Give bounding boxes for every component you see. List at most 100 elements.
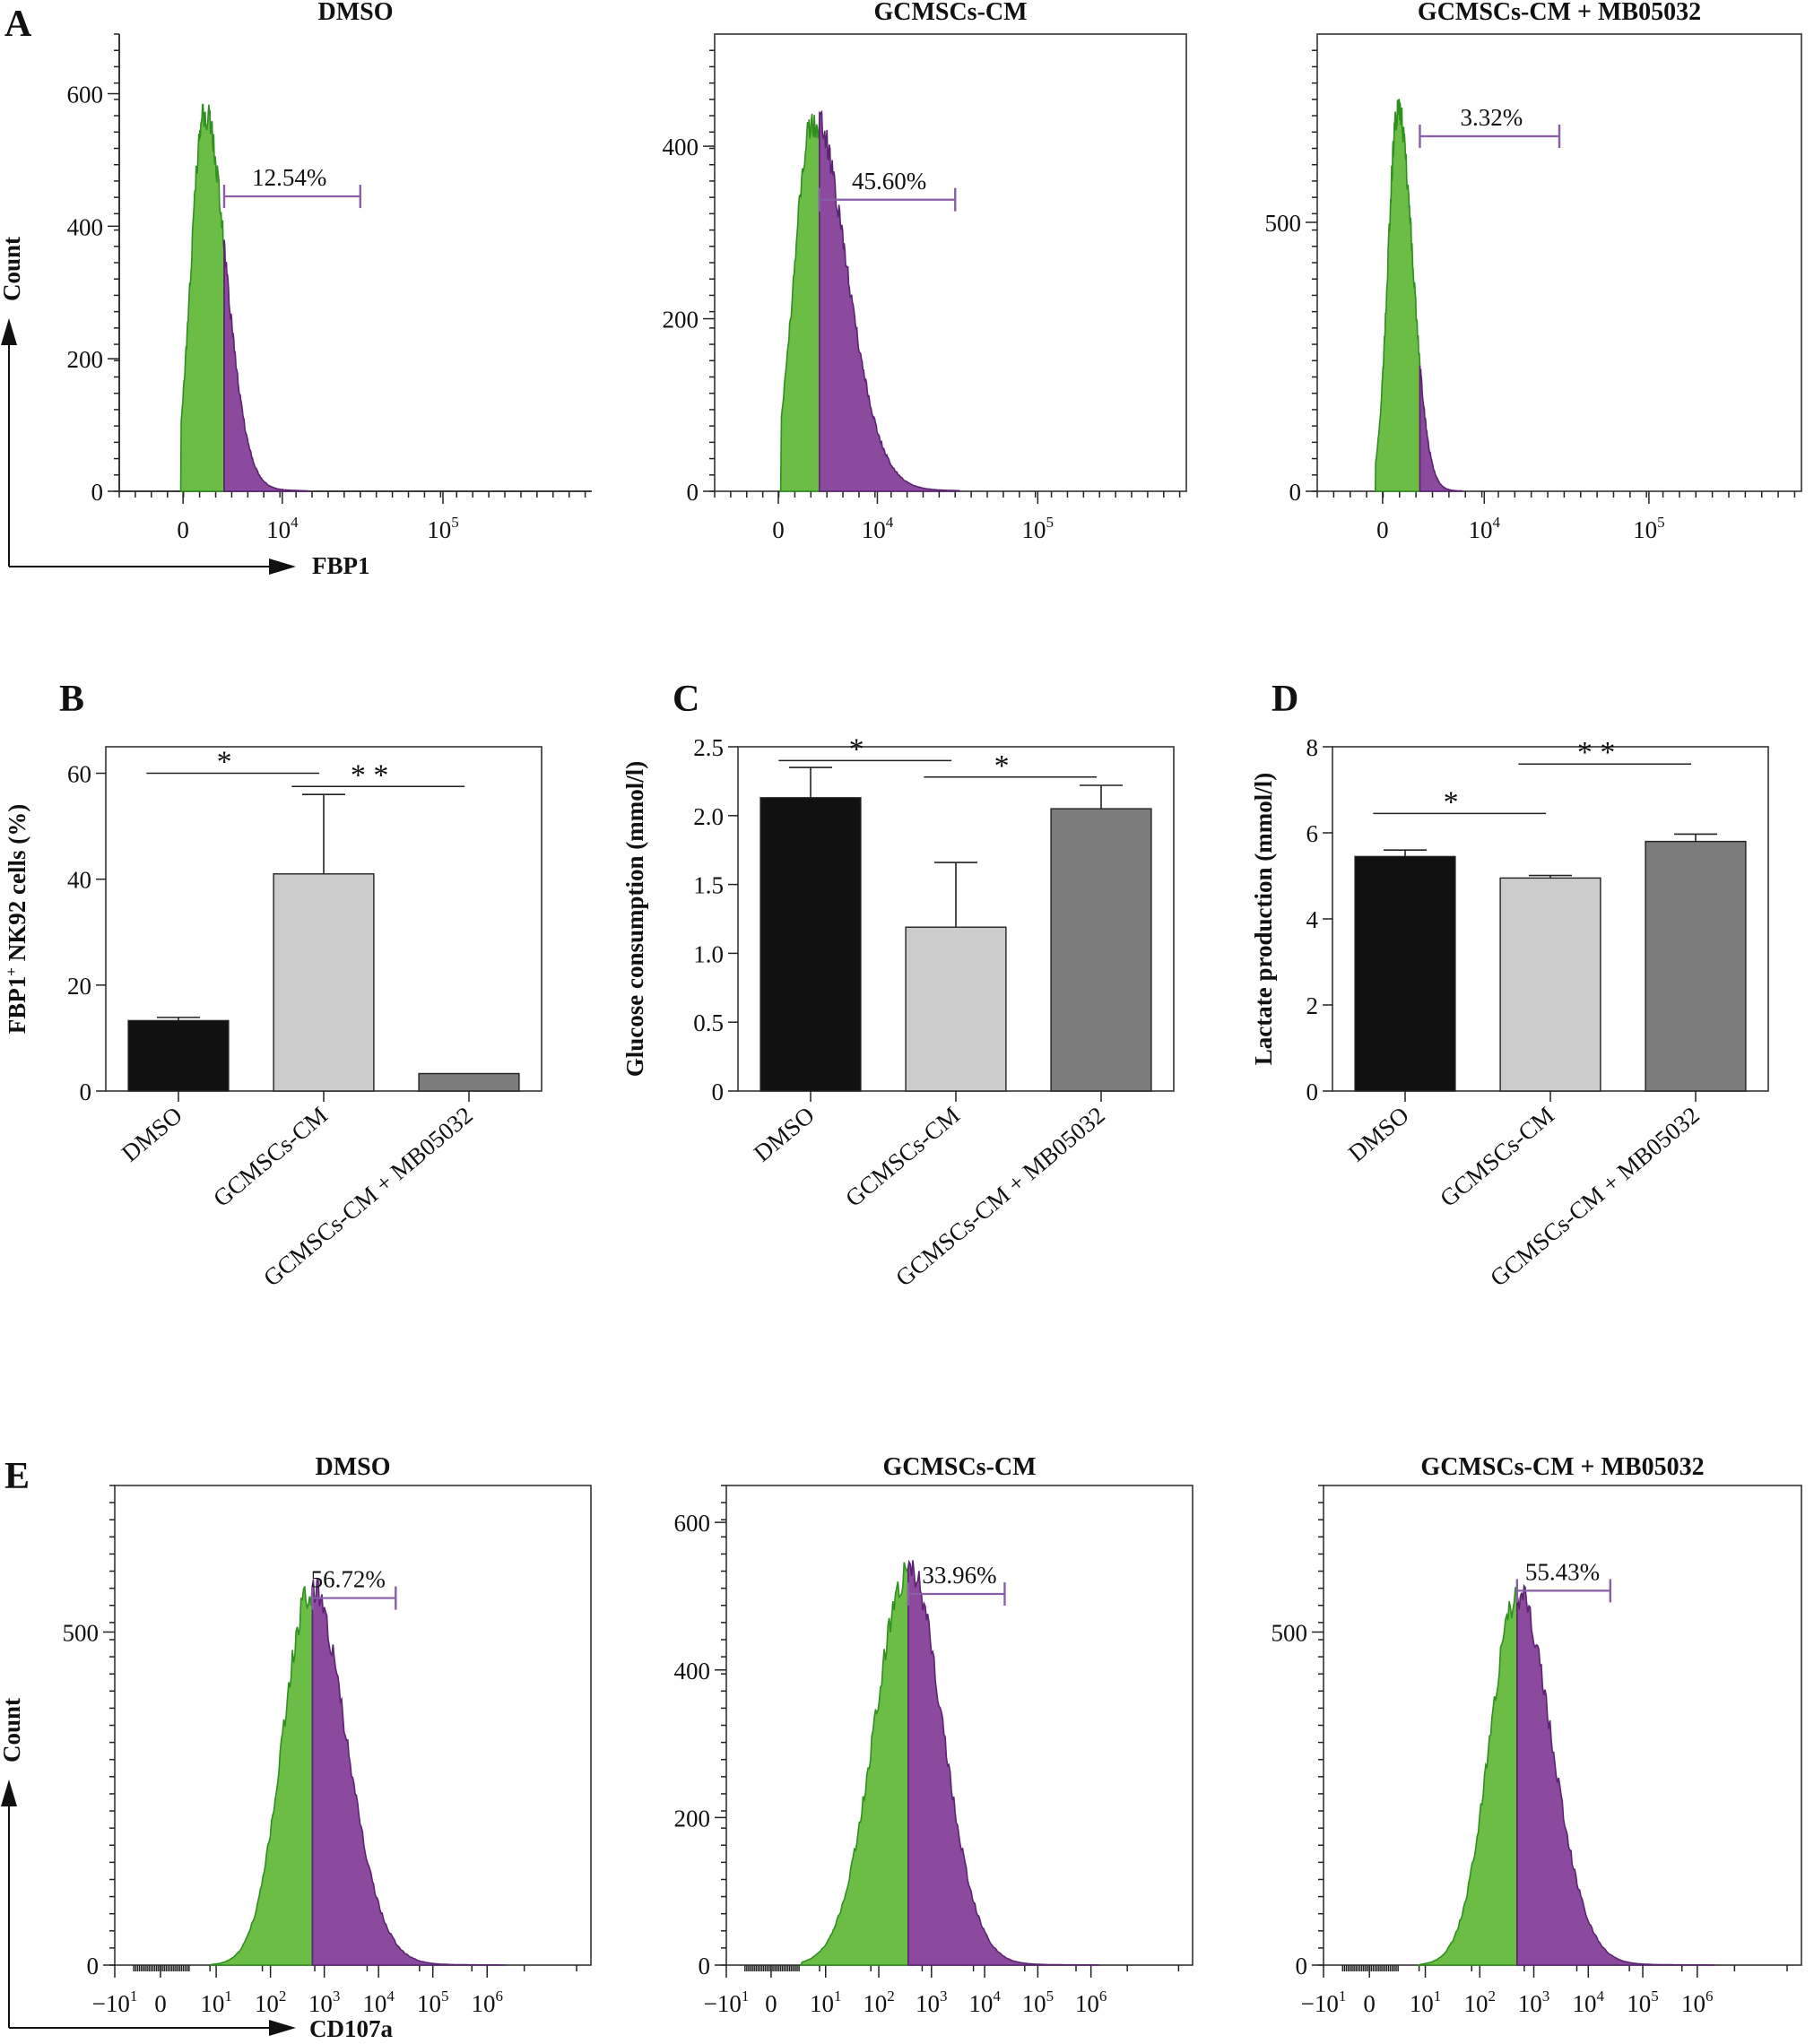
x-tick-label-base: 10 bbox=[1681, 1990, 1706, 2017]
bar bbox=[905, 926, 1007, 1092]
x-tick-label-base: 10 bbox=[1633, 516, 1657, 543]
y-axis-label-b: FBP1+ NK92 cells (%) bbox=[3, 804, 30, 1034]
bar bbox=[759, 797, 862, 1092]
x-category-label: GCMSCs-CM bbox=[208, 1102, 333, 1212]
x-category-label: DMSO bbox=[749, 1102, 820, 1167]
x-tick-label-base: 10 bbox=[471, 1990, 495, 2017]
x-arrow-head bbox=[269, 559, 296, 575]
panel-label: B bbox=[59, 679, 84, 720]
x-tick-label: 105 bbox=[1022, 514, 1055, 543]
x-tick-label-exp: 1 bbox=[834, 1988, 842, 2005]
x-tick-label-exp: 3 bbox=[333, 1988, 341, 2005]
x-tick-label: 104 bbox=[1573, 1988, 1605, 2017]
y-tick-label: 0 bbox=[712, 1078, 725, 1105]
gate-percent-label: 55.43% bbox=[1525, 1558, 1600, 1585]
y-tick-label: 600 bbox=[674, 1510, 711, 1537]
y-tick-label: 0 bbox=[1296, 1953, 1308, 1979]
x-tick-label-exp: 5 bbox=[451, 514, 459, 531]
x-category-label: DMSO bbox=[117, 1102, 187, 1167]
x-tick-label: 0 bbox=[772, 516, 785, 543]
y-tick-label: 0 bbox=[1306, 1078, 1319, 1105]
x-tick-label: 106 bbox=[1075, 1988, 1107, 2017]
y-tick-label: 0 bbox=[91, 479, 104, 506]
x-tick-label: 103 bbox=[916, 1988, 948, 2017]
x-tick-label-base: 10 bbox=[1022, 516, 1046, 543]
x-tick-label-exp: 5 bbox=[1046, 1988, 1055, 2005]
y-tick-label: 0 bbox=[1289, 479, 1302, 506]
x-tick-label-exp: 3 bbox=[940, 1988, 948, 2005]
x-tick-label: 104 bbox=[862, 514, 894, 543]
y-tick-label: 40 bbox=[67, 867, 91, 894]
y-tick-label: 0.5 bbox=[693, 1009, 724, 1036]
y-tick-label: 8 bbox=[1306, 734, 1319, 761]
y-tick-label: 200 bbox=[674, 1805, 711, 1832]
histogram-negative-area bbox=[1374, 99, 1421, 492]
x-tick-label-exp: 6 bbox=[1099, 1988, 1107, 2005]
histogram-title: GCMSCs-CM bbox=[873, 0, 1027, 26]
x-tick-label-base: 10 bbox=[427, 516, 451, 543]
histogram-title: DMSO bbox=[318, 0, 394, 26]
significance-star: * * bbox=[351, 758, 389, 792]
x-tick-label-base: 10 bbox=[1075, 1990, 1099, 2017]
x-tick-label: 0 bbox=[1376, 516, 1389, 543]
y-axis-label-a: Count bbox=[0, 237, 25, 301]
x-tick-label-exp: 2 bbox=[1489, 1988, 1497, 2005]
x-tick-label-exp: 5 bbox=[1046, 514, 1055, 531]
x-tick-label-base: −10 bbox=[1301, 1990, 1339, 2017]
y-tick-label: 400 bbox=[67, 213, 104, 240]
y-tick-label: 20 bbox=[67, 973, 91, 1000]
x-tick-label-exp: 1 bbox=[1434, 1988, 1442, 2005]
x-tick-label: −101 bbox=[704, 1988, 750, 2017]
x-tick-label: 105 bbox=[1022, 1988, 1055, 2017]
x-tick-label: 104 bbox=[1469, 514, 1501, 543]
bar bbox=[1354, 855, 1456, 1092]
x-category-label: GCMSCs-CM bbox=[840, 1102, 965, 1212]
x-tick-label-base: 10 bbox=[1469, 516, 1493, 543]
x-tick-label: −101 bbox=[1301, 1988, 1347, 2017]
x-tick-label-base: 10 bbox=[1627, 1990, 1651, 2017]
x-tick-label-exp: 2 bbox=[279, 1988, 287, 2005]
x-axis-label-e: CD107a bbox=[309, 2015, 393, 2042]
histogram-title: GCMSCs-CM + MB05032 bbox=[1418, 0, 1701, 26]
x-tick-label-exp: 4 bbox=[1597, 1988, 1605, 2005]
x-tick-label-base: 10 bbox=[1022, 1990, 1046, 2017]
x-tick-label: 106 bbox=[471, 1988, 503, 2017]
histogram-negative-area bbox=[179, 103, 225, 492]
gate-percent-label: 12.54% bbox=[252, 164, 326, 191]
x-tick-label: 105 bbox=[1633, 514, 1665, 543]
histogram-positive-area bbox=[1419, 365, 1465, 492]
bar bbox=[418, 1072, 520, 1092]
x-tick-label-exp: 5 bbox=[441, 1988, 449, 2005]
x-tick-label-exp: 1 bbox=[1339, 1988, 1347, 2005]
histogram-title: GCMSCs-CM bbox=[882, 1453, 1036, 1481]
x-tick-label-base: 10 bbox=[968, 1990, 993, 2017]
histogram-positive-area bbox=[223, 239, 311, 492]
x-tick-label-base: 10 bbox=[1464, 1990, 1489, 2017]
x-tick-label-exp: 4 bbox=[886, 514, 894, 531]
x-arrow-head bbox=[269, 2020, 296, 2036]
bar bbox=[1499, 877, 1601, 1092]
histogram-positive-area bbox=[819, 109, 961, 492]
bar bbox=[1645, 840, 1747, 1092]
y-tick-label: 400 bbox=[663, 134, 699, 160]
y-label-part: NK92 cells (%) bbox=[4, 804, 30, 967]
x-tick-label-exp: 2 bbox=[887, 1988, 895, 2005]
y-tick-label: 0 bbox=[87, 1953, 100, 1979]
x-tick-label-exp: 6 bbox=[1706, 1988, 1714, 2005]
y-axis-label-e: Count bbox=[0, 1698, 25, 1763]
x-tick-label-base: 10 bbox=[308, 1990, 333, 2017]
significance-star: * bbox=[849, 732, 864, 766]
y-label-sup: + bbox=[3, 967, 20, 976]
y-tick-label: 0 bbox=[80, 1078, 92, 1105]
x-tick-label: 106 bbox=[1681, 1988, 1714, 2017]
histogram-positive-area bbox=[311, 1578, 506, 1966]
y-arrow-head bbox=[1, 1780, 17, 1806]
x-tick-label: 101 bbox=[1410, 1988, 1442, 2017]
x-tick-label: 0 bbox=[765, 1990, 777, 2017]
x-tick-label-base: 10 bbox=[863, 1990, 887, 2017]
y-tick-label: 500 bbox=[1265, 210, 1302, 237]
x-tick-label-base: 10 bbox=[1518, 1990, 1542, 2017]
